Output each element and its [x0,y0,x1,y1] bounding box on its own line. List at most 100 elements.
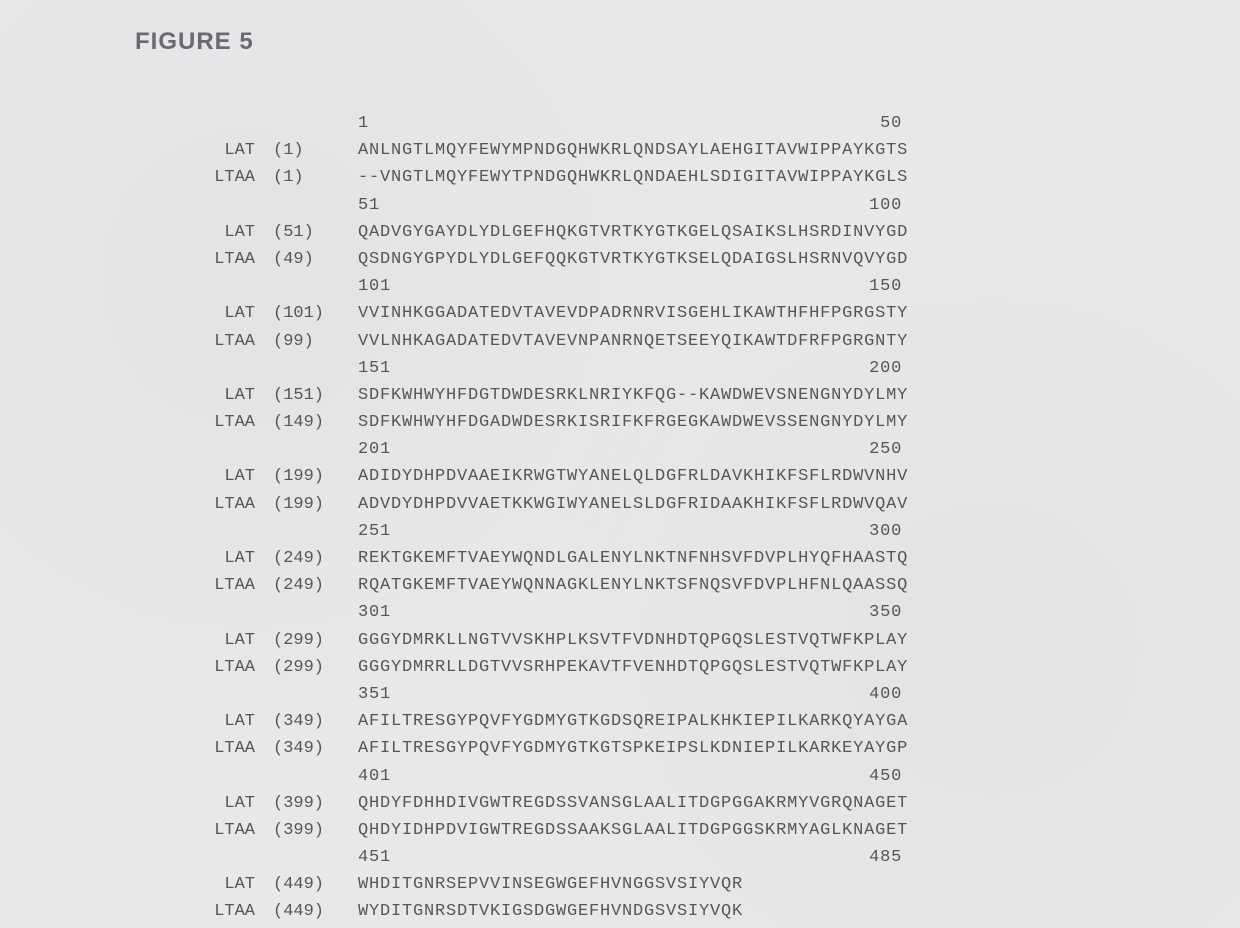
ruler-start: 101 [358,273,391,300]
seq-name: LAT [165,627,273,654]
seq-residues: QADVGYGAYDLYDLGEFHQKGTVRTKYGTKGELQSAIKSL… [358,219,908,246]
seq-position: (51) [273,219,358,246]
ruler-name-spacer [165,518,273,545]
seq-name: LTAA [165,817,273,844]
seq-residues: VVINHKGGADATEDVTAVEVDPADRNRVISGEHLIKAWTH… [358,300,908,327]
seq-name: LAT [165,463,273,490]
alignment-row: LTAA(1)--VNGTLMQYFEWYTPNDGQHWKRLQNDAEHLS… [165,164,908,191]
ruler-end: 400 [869,681,902,708]
seq-residues: RQATGKEMFTVAEYWQNNAGKLENYLNKTSFNQSVFDVPL… [358,572,908,599]
ruler-name-spacer [165,110,273,137]
seq-residues: ADVDYDHPDVVAETKKWGIWYANELSLDGFRIDAAKHIKF… [358,491,908,518]
seq-name: LTAA [165,328,273,355]
ruler-cell: XXXXXXXXXXXXXXXXXXXXXXXXXXXXXXXXXXXXXXXX… [358,518,908,545]
ruler-end: 100 [869,192,902,219]
seq-residues: QSDNGYGPYDLYDLGEFQQKGTVRTKYGTKSELQDAIGSL… [358,246,908,273]
seq-position: (249) [273,545,358,572]
alignment-row: LTAA(299)GGGYDMRRLLDGTVVSRHPEKAVTFVENHDT… [165,654,908,681]
ruler-start: 401 [358,763,391,790]
alignment-row: LAT(249)REKTGKEMFTVAEYWQNDLGALENYLNKTNFN… [165,545,908,572]
ruler-end: 450 [869,763,902,790]
seq-position: (199) [273,491,358,518]
alignment-row: LAT(299)GGGYDMRKLLNGTVVSKHPLKSVTFVDNHDTQ… [165,627,908,654]
seq-position: (299) [273,627,358,654]
ruler-pos-spacer [273,518,358,545]
ruler-row: XXXXXXXXXXXXXXXXXXXXXXXXXXXXXXXXXXXXXXXX… [165,844,908,871]
seq-position: (1) [273,137,358,164]
seq-residues: QHDYIDHPDVIGWTREGDSSAAKSGLAALITDGPGGSKRM… [358,817,908,844]
ruler-row: XXXXXXXXXXXXXXXXXXXXXXXXXXXXXXXXXXXXXXXX… [165,273,908,300]
ruler-end: 200 [869,355,902,382]
alignment-row: LTAA(349)AFILTRESGYPQVFYGDMYGTKGTSPKEIPS… [165,735,908,762]
alignment-row: LTAA(449)WYDITGNRSDTVKIGSDGWGEFHVNDGSVSI… [165,898,908,925]
seq-name: LAT [165,790,273,817]
sequence-alignment: XXXXXXXXXXXXXXXXXXXXXXXXXXXXXXXXXXXXXXXX… [165,110,1125,926]
seq-residues: GGGYDMRRLLDGTVVSRHPEKAVTFVENHDTQPGQSLEST… [358,654,908,681]
seq-position: (349) [273,735,358,762]
ruler-name-spacer [165,599,273,626]
seq-residues: AFILTRESGYPQVFYGDMYGTKGTSPKEIPSLKDNIEPIL… [358,735,908,762]
seq-residues: VVLNHKAGADATEDVTAVEVNPANRNQETSEEYQIKAWTD… [358,328,908,355]
ruler-start: 151 [358,355,391,382]
seq-residues: WHDITGNRSEPVVINSEGWGEFHVNGGSVSIYVQR [358,871,908,898]
ruler-cell: XXXXXXXXXXXXXXXXXXXXXXXXXXXXXXXXXXXXXXXX… [358,681,908,708]
ruler-cell: XXXXXXXXXXXXXXXXXXXXXXXXXXXXXXXXXXXXXXXX… [358,436,908,463]
ruler-cell: XXXXXXXXXXXXXXXXXXXXXXXXXXXXXXXXXXXXXXXX… [358,763,908,790]
alignment-row: LTAA(399)QHDYIDHPDVIGWTREGDSSAAKSGLAALIT… [165,817,908,844]
seq-residues: SDFKWHWYHFDGADWDESRKISRIFKFRGEGKAWDWEVSS… [358,409,908,436]
seq-residues: QHDYFDHHDIVGWTREGDSSVANSGLAALITDGPGGAKRM… [358,790,908,817]
seq-position: (199) [273,463,358,490]
ruler-pos-spacer [273,436,358,463]
ruler-row: XXXXXXXXXXXXXXXXXXXXXXXXXXXXXXXXXXXXXXXX… [165,355,908,382]
ruler-cell: XXXXXXXXXXXXXXXXXXXXXXXXXXXXXXXXXXXXXXXX… [358,599,908,626]
ruler-end: 50 [880,110,902,137]
alignment-row: LTAA(249)RQATGKEMFTVAEYWQNNAGKLENYLNKTSF… [165,572,908,599]
seq-residues: SDFKWHWYHFDGTDWDESRKLNRIYKFQG--KAWDWEVSN… [358,382,908,409]
seq-name: LTAA [165,491,273,518]
ruler-start: 251 [358,518,391,545]
ruler-row: XXXXXXXXXXXXXXXXXXXXXXXXXXXXXXXXXXXXXXXX… [165,763,908,790]
seq-name: LTAA [165,164,273,191]
seq-name: LTAA [165,898,273,925]
seq-residues: REKTGKEMFTVAEYWQNDLGALENYLNKTNFNHSVFDVPL… [358,545,908,572]
seq-residues: GGGYDMRKLLNGTVVSKHPLKSVTFVDNHDTQPGQSLEST… [358,627,908,654]
ruler-name-spacer [165,763,273,790]
alignment-row: LAT(151)SDFKWHWYHFDGTDWDESRKLNRIYKFQG--K… [165,382,908,409]
ruler-start: 1 [358,110,369,137]
seq-name: LAT [165,382,273,409]
seq-position: (449) [273,898,358,925]
ruler-end: 485 [869,844,902,871]
ruler-start: 451 [358,844,391,871]
ruler-start: 351 [358,681,391,708]
ruler-name-spacer [165,681,273,708]
alignment-row: LAT(199)ADIDYDHPDVAAEIKRWGTWYANELQLDGFRL… [165,463,908,490]
ruler-cell: XXXXXXXXXXXXXXXXXXXXXXXXXXXXXXXXXXXXXXXX… [358,355,908,382]
seq-position: (449) [273,871,358,898]
seq-position: (249) [273,572,358,599]
ruler-end: 250 [869,436,902,463]
ruler-cell: XXXXXXXXXXXXXXXXXXXXXXXXXXXXXXXXXXXXXXXX… [358,192,908,219]
ruler-name-spacer [165,273,273,300]
seq-name: LTAA [165,246,273,273]
ruler-pos-spacer [273,844,358,871]
seq-name: LTAA [165,572,273,599]
ruler-row: XXXXXXXXXXXXXXXXXXXXXXXXXXXXXXXXXXXXXXXX… [165,518,908,545]
ruler-cell: XXXXXXXXXXXXXXXXXXXXXXXXXXXXXXXXXXXXXXXX… [358,273,908,300]
seq-position: (151) [273,382,358,409]
alignment-row: LTAA(49)QSDNGYGPYDLYDLGEFQQKGTVRTKYGTKSE… [165,246,908,273]
ruler-start: 301 [358,599,391,626]
seq-position: (1) [273,164,358,191]
seq-residues: AFILTRESGYPQVFYGDMYGTKGDSQREIPALKHKIEPIL… [358,708,908,735]
ruler-pos-spacer [273,599,358,626]
alignment-row: LTAA(199)ADVDYDHPDVVAETKKWGIWYANELSLDGFR… [165,491,908,518]
alignment-row: LAT(1)ANLNGTLMQYFEWYMPNDGQHWKRLQNDSAYLAE… [165,137,908,164]
alignment-row: LAT(349)AFILTRESGYPQVFYGDMYGTKGDSQREIPAL… [165,708,908,735]
ruler-start: 51 [358,192,380,219]
figure-page: FIGURE 5 XXXXXXXXXXXXXXXXXXXXXXXXXXXXXXX… [0,0,1240,928]
seq-position: (101) [273,300,358,327]
figure-title: FIGURE 5 [135,28,254,56]
ruler-name-spacer [165,844,273,871]
ruler-row: XXXXXXXXXXXXXXXXXXXXXXXXXXXXXXXXXXXXXXXX… [165,110,908,137]
ruler-name-spacer [165,436,273,463]
seq-name: LAT [165,300,273,327]
